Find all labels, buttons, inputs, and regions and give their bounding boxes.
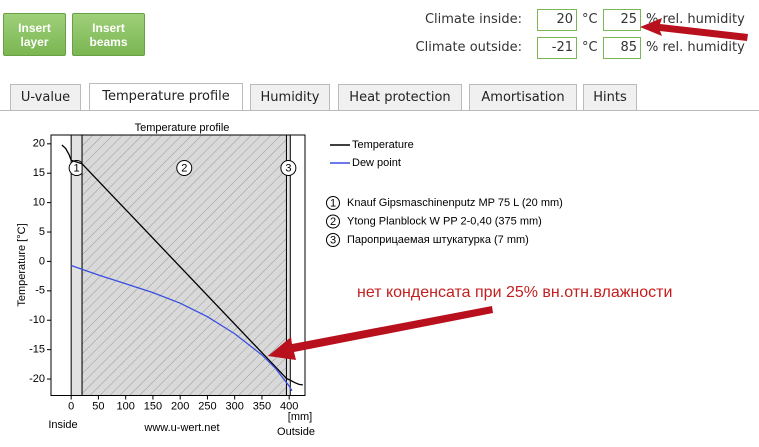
x-tick-label: 400 xyxy=(280,400,298,412)
layer-number: 2 xyxy=(181,162,187,174)
layer xyxy=(70,134,83,396)
series-line xyxy=(70,264,293,392)
y-tick-label: -10 xyxy=(29,314,45,326)
layer-number: 3 xyxy=(285,162,291,174)
y-tick-label: 10 xyxy=(33,197,45,209)
y-tick-label: 15 xyxy=(33,167,45,179)
layer-name: Knauf Gipsmaschinenputz MP 75 L (20 mm) xyxy=(347,197,563,209)
button[interactable]: Insert layer xyxy=(3,13,66,56)
humidity-unit: % rel. humidity xyxy=(646,40,745,55)
arrow xyxy=(268,306,493,360)
layer-badge xyxy=(326,214,340,229)
climate-label: Climate outside: xyxy=(415,40,522,55)
x-tick-label: 350 xyxy=(253,400,271,412)
x-unit-label: [mm] xyxy=(288,411,312,423)
layer xyxy=(285,134,291,396)
series-line xyxy=(61,144,303,386)
layer-badge xyxy=(176,160,193,176)
layer-number: 1 xyxy=(330,197,336,209)
layer xyxy=(81,134,287,396)
y-tick-label: 0 xyxy=(39,255,45,267)
plot-frame xyxy=(50,134,306,396)
y-tick-label: -15 xyxy=(29,344,45,356)
humidity-input[interactable]: 25 xyxy=(603,9,641,31)
layer-number: 1 xyxy=(74,162,80,174)
temperature-input[interactable]: 20 xyxy=(537,9,577,31)
humidity-input[interactable]: 85 xyxy=(603,37,641,59)
legend-label: Dew point xyxy=(352,157,401,169)
chart-title: Temperature profile xyxy=(135,122,230,134)
button[interactable]: Insert beams xyxy=(72,13,145,56)
tab-line xyxy=(0,110,759,111)
x-tick-label: 0 xyxy=(68,400,74,412)
tab[interactable]: Amortisation xyxy=(469,84,577,110)
layer-number: 3 xyxy=(330,234,336,246)
x-tick-label: 100 xyxy=(116,400,134,412)
inside-label: Inside xyxy=(48,419,77,431)
x-tick-label: 200 xyxy=(171,400,189,412)
legend-label: Temperature xyxy=(352,139,414,151)
outside-label: Outside xyxy=(277,426,315,438)
layer-badge xyxy=(280,160,297,176)
x-tick-label: 150 xyxy=(144,400,162,412)
y-tick-label: -5 xyxy=(35,285,45,297)
plot-area xyxy=(51,135,305,396)
temperature-input[interactable]: -21 xyxy=(537,37,577,59)
series-group xyxy=(61,144,303,392)
temperature-unit: °C xyxy=(582,40,598,55)
tab[interactable]: Temperature profile xyxy=(89,83,243,111)
layer-name: Пароприцаемая штукатурка (7 mm) xyxy=(347,234,529,246)
tab[interactable]: Hints xyxy=(583,84,637,110)
y-tick-label: 20 xyxy=(33,138,45,150)
layer-badge xyxy=(326,233,340,247)
climate-label: Climate inside: xyxy=(424,12,522,27)
x-tick-label: 300 xyxy=(226,400,244,412)
temperature-unit: °C xyxy=(582,12,598,27)
tab[interactable]: Heat protection xyxy=(338,84,462,110)
tab[interactable]: U-value xyxy=(10,84,81,110)
layer-badge xyxy=(326,196,340,210)
annotation: нет конденсата при 25% вн.отн.влажности xyxy=(357,284,672,301)
y-axis-label: Temperature [°C] xyxy=(16,223,28,306)
layer-number: 2 xyxy=(330,216,336,228)
watermark: www.u-wert.net xyxy=(143,422,219,434)
x-tick-label: 250 xyxy=(198,400,216,412)
y-tick-label: 5 xyxy=(39,226,45,238)
tab[interactable]: Humidity xyxy=(250,84,330,110)
y-tick-label: -20 xyxy=(29,373,45,385)
humidity-unit: % rel. humidity xyxy=(646,12,745,27)
layer-name: Ytong Planblock W PP 2-0,40 (375 mm) xyxy=(347,215,542,227)
layer-badge xyxy=(68,160,85,176)
x-tick-label: 50 xyxy=(92,400,104,412)
